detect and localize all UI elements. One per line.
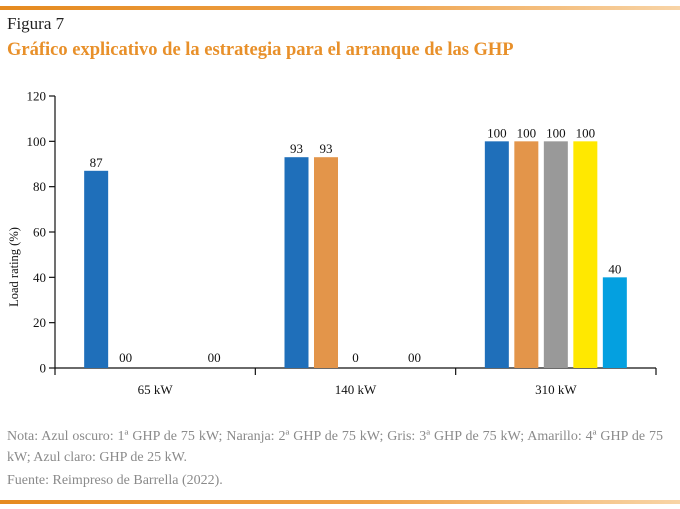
bar xyxy=(84,170,109,368)
bar xyxy=(484,141,509,368)
top-rule xyxy=(0,6,680,10)
y-axis: 0 20 40 60 80 100 120 xyxy=(27,89,56,376)
bar xyxy=(602,277,627,368)
x-axis: 65 kW 140 kW 310 kW xyxy=(54,367,657,397)
y-tick-label: 80 xyxy=(33,179,46,194)
bar-value-label: 00 xyxy=(208,350,221,365)
y-tick-label: 120 xyxy=(27,89,47,104)
bar-value-label: 93 xyxy=(290,141,303,156)
y-tick-label: 0 xyxy=(40,361,47,376)
bar xyxy=(284,157,309,368)
figure-source: Fuente: Reimpreso de Barrella (2022). xyxy=(7,473,223,488)
bar-value-label: 93 xyxy=(320,141,333,156)
y-tick-label: 40 xyxy=(33,270,46,285)
bar xyxy=(543,141,568,368)
y-tick-label: 60 xyxy=(33,225,46,240)
figure-title: Gráfico explicativo de la estrategia par… xyxy=(7,40,514,60)
x-tick-label: 65 kW xyxy=(138,382,174,397)
bar-value-label: 00 xyxy=(119,350,132,365)
x-tick-label: 310 kW xyxy=(535,382,577,397)
bar-value-label: 100 xyxy=(517,125,537,140)
bar-value-label: 100 xyxy=(546,125,566,140)
bar-value-label: 0 xyxy=(352,350,359,365)
figure-note: Nota: Azul oscuro: 1ª GHP de 75 kW; Nara… xyxy=(7,429,663,465)
bar xyxy=(514,141,539,368)
bars xyxy=(84,141,627,368)
bar-value-label: 100 xyxy=(487,125,507,140)
figure-label: Figura 7 xyxy=(7,14,65,33)
y-tick-label: 20 xyxy=(33,315,46,330)
bar-value-label: 00 xyxy=(408,350,421,365)
y-tick-label: 100 xyxy=(27,134,47,149)
bar-value-label: 87 xyxy=(90,155,104,170)
bar xyxy=(573,141,598,368)
bottom-rule xyxy=(0,500,680,504)
y-axis-label: Load rating (%) xyxy=(7,227,21,307)
bar-value-label: 40 xyxy=(608,261,621,276)
bar xyxy=(314,157,338,368)
x-tick-label: 140 kW xyxy=(335,382,377,397)
bar-value-label: 100 xyxy=(576,125,596,140)
